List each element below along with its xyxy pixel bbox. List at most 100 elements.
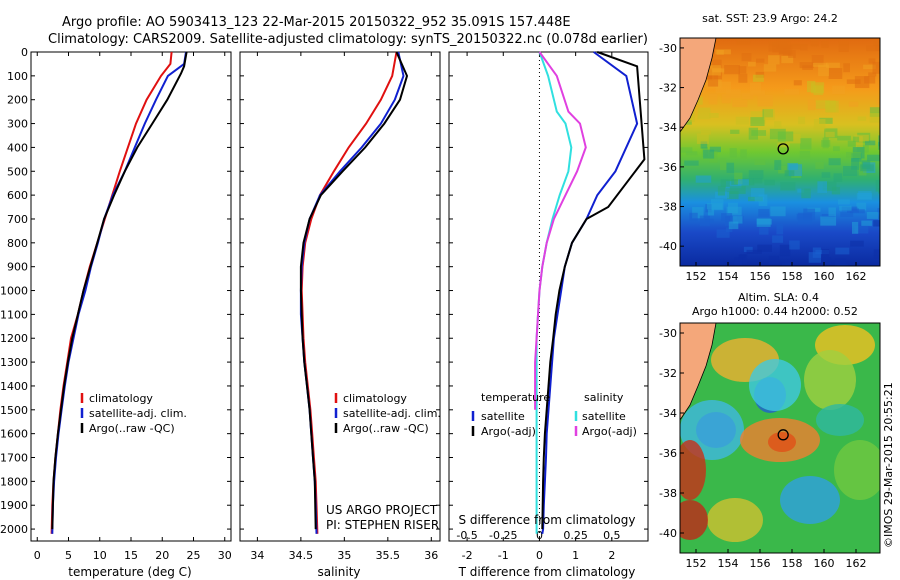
x-tick-label-s: 0 (536, 529, 543, 542)
y-tick-label: 500 (7, 165, 28, 178)
sst-texture-cell (738, 66, 747, 74)
sst-texture-cell (707, 75, 719, 87)
sst-texture-cell (716, 229, 730, 238)
sst-texture-cell (854, 134, 869, 142)
sst-texture-cell (873, 39, 880, 46)
x-tick-label: 35.5 (376, 549, 401, 562)
x-tick-label: 25 (187, 549, 201, 562)
sst-texture-cell (851, 158, 860, 170)
sst-texture-cell (875, 180, 880, 192)
temperature-xlabel: temperature (deg C) (68, 565, 191, 579)
sst-texture-cell (866, 45, 880, 52)
sst-texture-cell (822, 137, 829, 149)
argo-position-marker (777, 143, 789, 155)
legend-label: satellite-adj. clim. (343, 407, 441, 420)
y-tick-label: 1100 (0, 308, 28, 321)
sst-texture-cell (764, 179, 775, 186)
sst-texture-cell (813, 119, 826, 130)
y-tick-label: 600 (7, 189, 28, 202)
x-tick-label: 2 (608, 549, 615, 562)
sst-texture-cell (835, 247, 850, 255)
series-line (534, 51, 587, 410)
sst-texture-cell (720, 158, 727, 170)
sst-texture-cell (833, 173, 843, 182)
sst-texture-cell (709, 259, 724, 265)
sst-texture-cell (728, 221, 739, 230)
sst-texture-cell (732, 99, 748, 108)
sst-texture-cell (730, 216, 743, 224)
legend-label: satellite (481, 410, 525, 423)
sst-texture-cell (822, 249, 830, 257)
sst-texture-cell (751, 130, 767, 136)
sst-texture-cell (776, 40, 791, 49)
sst-texture-cell (734, 172, 743, 185)
x-tick-label: 36 (424, 549, 438, 562)
sst-map-title: sat. SST: 23.9 Argo: 24.2 (702, 12, 838, 25)
figure-title-line2: Climatology: CARS2009. Satellite-adjuste… (48, 32, 648, 47)
sst-texture-cell (731, 179, 738, 185)
sst-texture-cell (700, 141, 708, 149)
y-tick-label: 1900 (0, 499, 28, 512)
sst-texture-cell (838, 199, 850, 205)
x-tick-label-s: 0.25 (563, 529, 588, 542)
legend-label: satellite-adj. clim. (89, 407, 187, 420)
land-mass (680, 38, 717, 133)
salinity-panel: 34 34.5 35 35.5 36 climatology satellite-adj. … (239, 51, 441, 562)
sst-texture-cell (819, 117, 833, 124)
sst-texture-cell (756, 219, 772, 225)
sst-texture-cell (734, 257, 743, 265)
sst-texture-cell (843, 166, 858, 177)
series-line (541, 51, 639, 534)
sst-texture-cell (721, 94, 731, 104)
map-x-tick-label: 156 (750, 270, 771, 283)
sst-texture-cell (826, 62, 840, 68)
sst-texture-cell (847, 140, 857, 147)
map-x-tick-label: 156 (750, 557, 771, 570)
sst-texture-cell (776, 224, 784, 235)
sst-texture-cell (715, 81, 731, 94)
sst-texture-cell (811, 55, 824, 66)
y-tick-label: 1700 (0, 452, 28, 465)
y-tick-label: 0 (21, 46, 28, 59)
sst-texture-cell (748, 127, 759, 140)
y-tick-label: 400 (7, 141, 28, 154)
sst-texture-cell (788, 164, 803, 177)
sst-texture-cell (869, 113, 880, 123)
sst-texture-cell (750, 111, 766, 121)
sst-texture-cell (864, 140, 876, 146)
sst-texture-cell (757, 94, 773, 107)
sst-texture-cell (872, 61, 880, 74)
sst-texture-cell (799, 62, 814, 69)
map-y-tick-label: -32 (659, 82, 677, 95)
sst-texture-cell (754, 158, 766, 165)
plot-frame (30, 51, 232, 542)
map-y-tick-label: -34 (659, 121, 677, 134)
sst-texture-cell (848, 101, 859, 107)
sst-texture-cell (856, 193, 872, 200)
y-tick-label: 1600 (0, 428, 28, 441)
x-tick-label: 34.5 (289, 549, 314, 562)
sst-texture-cell (861, 160, 871, 170)
map-x-tick-label: 160 (814, 270, 835, 283)
y-tick-label: 300 (7, 118, 28, 131)
sst-texture-cell (846, 152, 861, 159)
x-tick-label: -2 (462, 549, 473, 562)
sst-texture-cell (759, 227, 769, 235)
y-tick-label: 1300 (0, 356, 28, 369)
sst-texture-cell (752, 178, 763, 184)
sla-anomaly-blob (780, 476, 840, 524)
sst-texture-cell (821, 172, 831, 178)
legend-label: Argo(-adj) (582, 425, 637, 438)
y-tick-label: 2000 (0, 523, 28, 536)
sst-texture-cell (696, 133, 709, 144)
y-tick-label: 1500 (0, 404, 28, 417)
map-x-tick-label: 152 (686, 270, 707, 283)
x-tick-label: 35 (337, 549, 351, 562)
sst-texture-cell (869, 107, 880, 117)
sst-texture-cell (801, 188, 811, 199)
plot-frame (239, 51, 441, 542)
sst-texture-cell (817, 181, 827, 193)
sst-texture-cell (746, 249, 762, 254)
sst-texture-cell (867, 154, 880, 162)
sst-texture-cell (763, 64, 777, 72)
